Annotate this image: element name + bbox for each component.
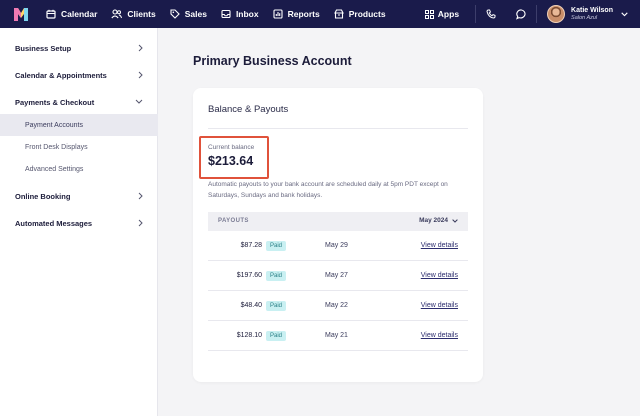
sidebar-item-online-booking[interactable]: Online Booking (0, 185, 158, 207)
month-selector-label: May 2024 (419, 217, 448, 224)
sidebar-item-label: Online Booking (15, 191, 71, 201)
calendar-icon (46, 9, 56, 19)
month-selector[interactable]: May 2024 (419, 217, 458, 224)
top-right-controls: Apps Katie Wilson Salon Azul (424, 0, 640, 28)
nav-calendar-label: Calendar (61, 9, 98, 19)
settings-sidebar: Business Setup Calendar & Appointments P… (0, 28, 158, 416)
balance-payouts-card: Balance & Payouts Current balance $213.6… (193, 88, 483, 382)
current-balance-value: $213.64 (208, 154, 254, 168)
page-title: Primary Business Account (193, 54, 352, 68)
user-info: Katie Wilson Salon Azul (571, 7, 613, 22)
table-row: $128.10 Paid May 21 View details (208, 321, 468, 351)
nav-inbox-label: Inbox (235, 9, 259, 19)
user-name: Katie Wilson (571, 6, 613, 14)
chat-bubble-icon (515, 8, 526, 20)
chart-icon (273, 9, 283, 19)
nav-reports-label: Reports (287, 9, 320, 19)
messages-button[interactable] (506, 8, 536, 20)
payouts-table-header: PAYOUTS May 2024 (208, 212, 468, 231)
divider (208, 128, 468, 129)
box-icon (333, 9, 344, 19)
chevron-right-icon (138, 219, 143, 227)
top-navigation: Calendar Clients Sales Inbox Reports Pro… (0, 0, 640, 28)
nav-sales[interactable]: Sales (170, 9, 207, 19)
status-badge: Paid (266, 331, 287, 341)
payout-date: May 27 (325, 272, 348, 279)
inbox-icon (221, 9, 231, 19)
phone-icon (486, 9, 496, 19)
sidebar-item-calendar-appointments[interactable]: Calendar & Appointments (0, 64, 158, 86)
sidebar-item-automated-messages[interactable]: Automated Messages (0, 212, 158, 234)
sidebar-item-label: Automated Messages (15, 218, 93, 228)
chevron-down-icon (135, 99, 143, 104)
phone-button[interactable] (476, 9, 506, 19)
nav-divider (475, 5, 477, 23)
nav-clients[interactable]: Clients (111, 9, 156, 19)
table-row: $87.28 Paid May 29 View details (208, 231, 468, 261)
view-details-link[interactable]: View details (420, 302, 458, 309)
view-details-link[interactable]: View details (420, 332, 458, 339)
status-badge: Paid (266, 301, 287, 311)
chevron-down-icon (621, 11, 628, 16)
apps-label: Apps (437, 9, 460, 19)
brand-logo-icon[interactable] (14, 7, 28, 21)
status-badge: Paid (266, 271, 287, 281)
business-name: Salon Azul (571, 14, 598, 21)
status-badge: Paid (266, 241, 287, 251)
view-details-link[interactable]: View details (420, 242, 458, 249)
current-balance-label: Current balance (208, 144, 255, 151)
sidebar-item-payments-checkout[interactable]: Payments & Checkout (0, 91, 158, 113)
avatar (547, 5, 566, 23)
users-icon (111, 9, 123, 19)
grid-icon (424, 9, 434, 19)
payout-amount: $48.40 (240, 302, 262, 309)
sidebar-item-business-setup[interactable]: Business Setup (0, 37, 158, 59)
tag-icon (170, 9, 180, 19)
apps-button[interactable]: Apps (424, 9, 460, 19)
chevron-right-icon (138, 71, 143, 79)
nav-clients-label: Clients (127, 9, 156, 19)
nav-reports[interactable]: Reports (273, 9, 320, 19)
sidebar-subitem-advanced-settings[interactable]: Advanced Settings (0, 158, 158, 180)
sidebar-subitem-label: Payment Accounts (25, 121, 83, 129)
nav-products[interactable]: Products (333, 9, 386, 19)
payout-date: May 22 (325, 302, 348, 309)
balance-highlight-box (199, 136, 269, 179)
chevron-right-icon (138, 192, 143, 200)
nav-calendar[interactable]: Calendar (46, 9, 97, 19)
sidebar-subitem-label: Front Desk Displays (25, 143, 88, 151)
chevron-down-icon (452, 218, 458, 223)
payout-schedule-note: Automatic payouts to your bank account a… (208, 181, 448, 199)
user-menu[interactable]: Katie Wilson Salon Azul (537, 5, 640, 23)
nav-sales-label: Sales (184, 9, 207, 19)
nav-divider-2 (536, 5, 538, 23)
view-details-link[interactable]: View details (420, 272, 458, 279)
payout-amount: $128.10 (236, 332, 262, 339)
sidebar-item-label: Payments & Checkout (15, 97, 95, 107)
sidebar-subitem-label: Advanced Settings (25, 165, 84, 173)
payout-date: May 29 (325, 242, 348, 249)
table-row: $48.40 Paid May 22 View details (208, 291, 468, 321)
payouts-header-label: PAYOUTS (218, 218, 249, 224)
payout-amount: $197.60 (236, 272, 262, 279)
nav-products-label: Products (348, 9, 386, 19)
payout-date: May 21 (325, 332, 348, 339)
sidebar-item-label: Business Setup (15, 43, 72, 53)
nav-inbox[interactable]: Inbox (221, 9, 259, 19)
table-row: $197.60 Paid May 27 View details (208, 261, 468, 291)
payout-amount: $87.28 (240, 242, 262, 249)
card-title: Balance & Payouts (208, 104, 289, 115)
chevron-right-icon (138, 44, 143, 52)
sidebar-subitem-payment-accounts[interactable]: Payment Accounts (0, 114, 158, 136)
sidebar-subitem-front-desk-displays[interactable]: Front Desk Displays (0, 136, 158, 158)
sidebar-item-label: Calendar & Appointments (15, 70, 107, 80)
